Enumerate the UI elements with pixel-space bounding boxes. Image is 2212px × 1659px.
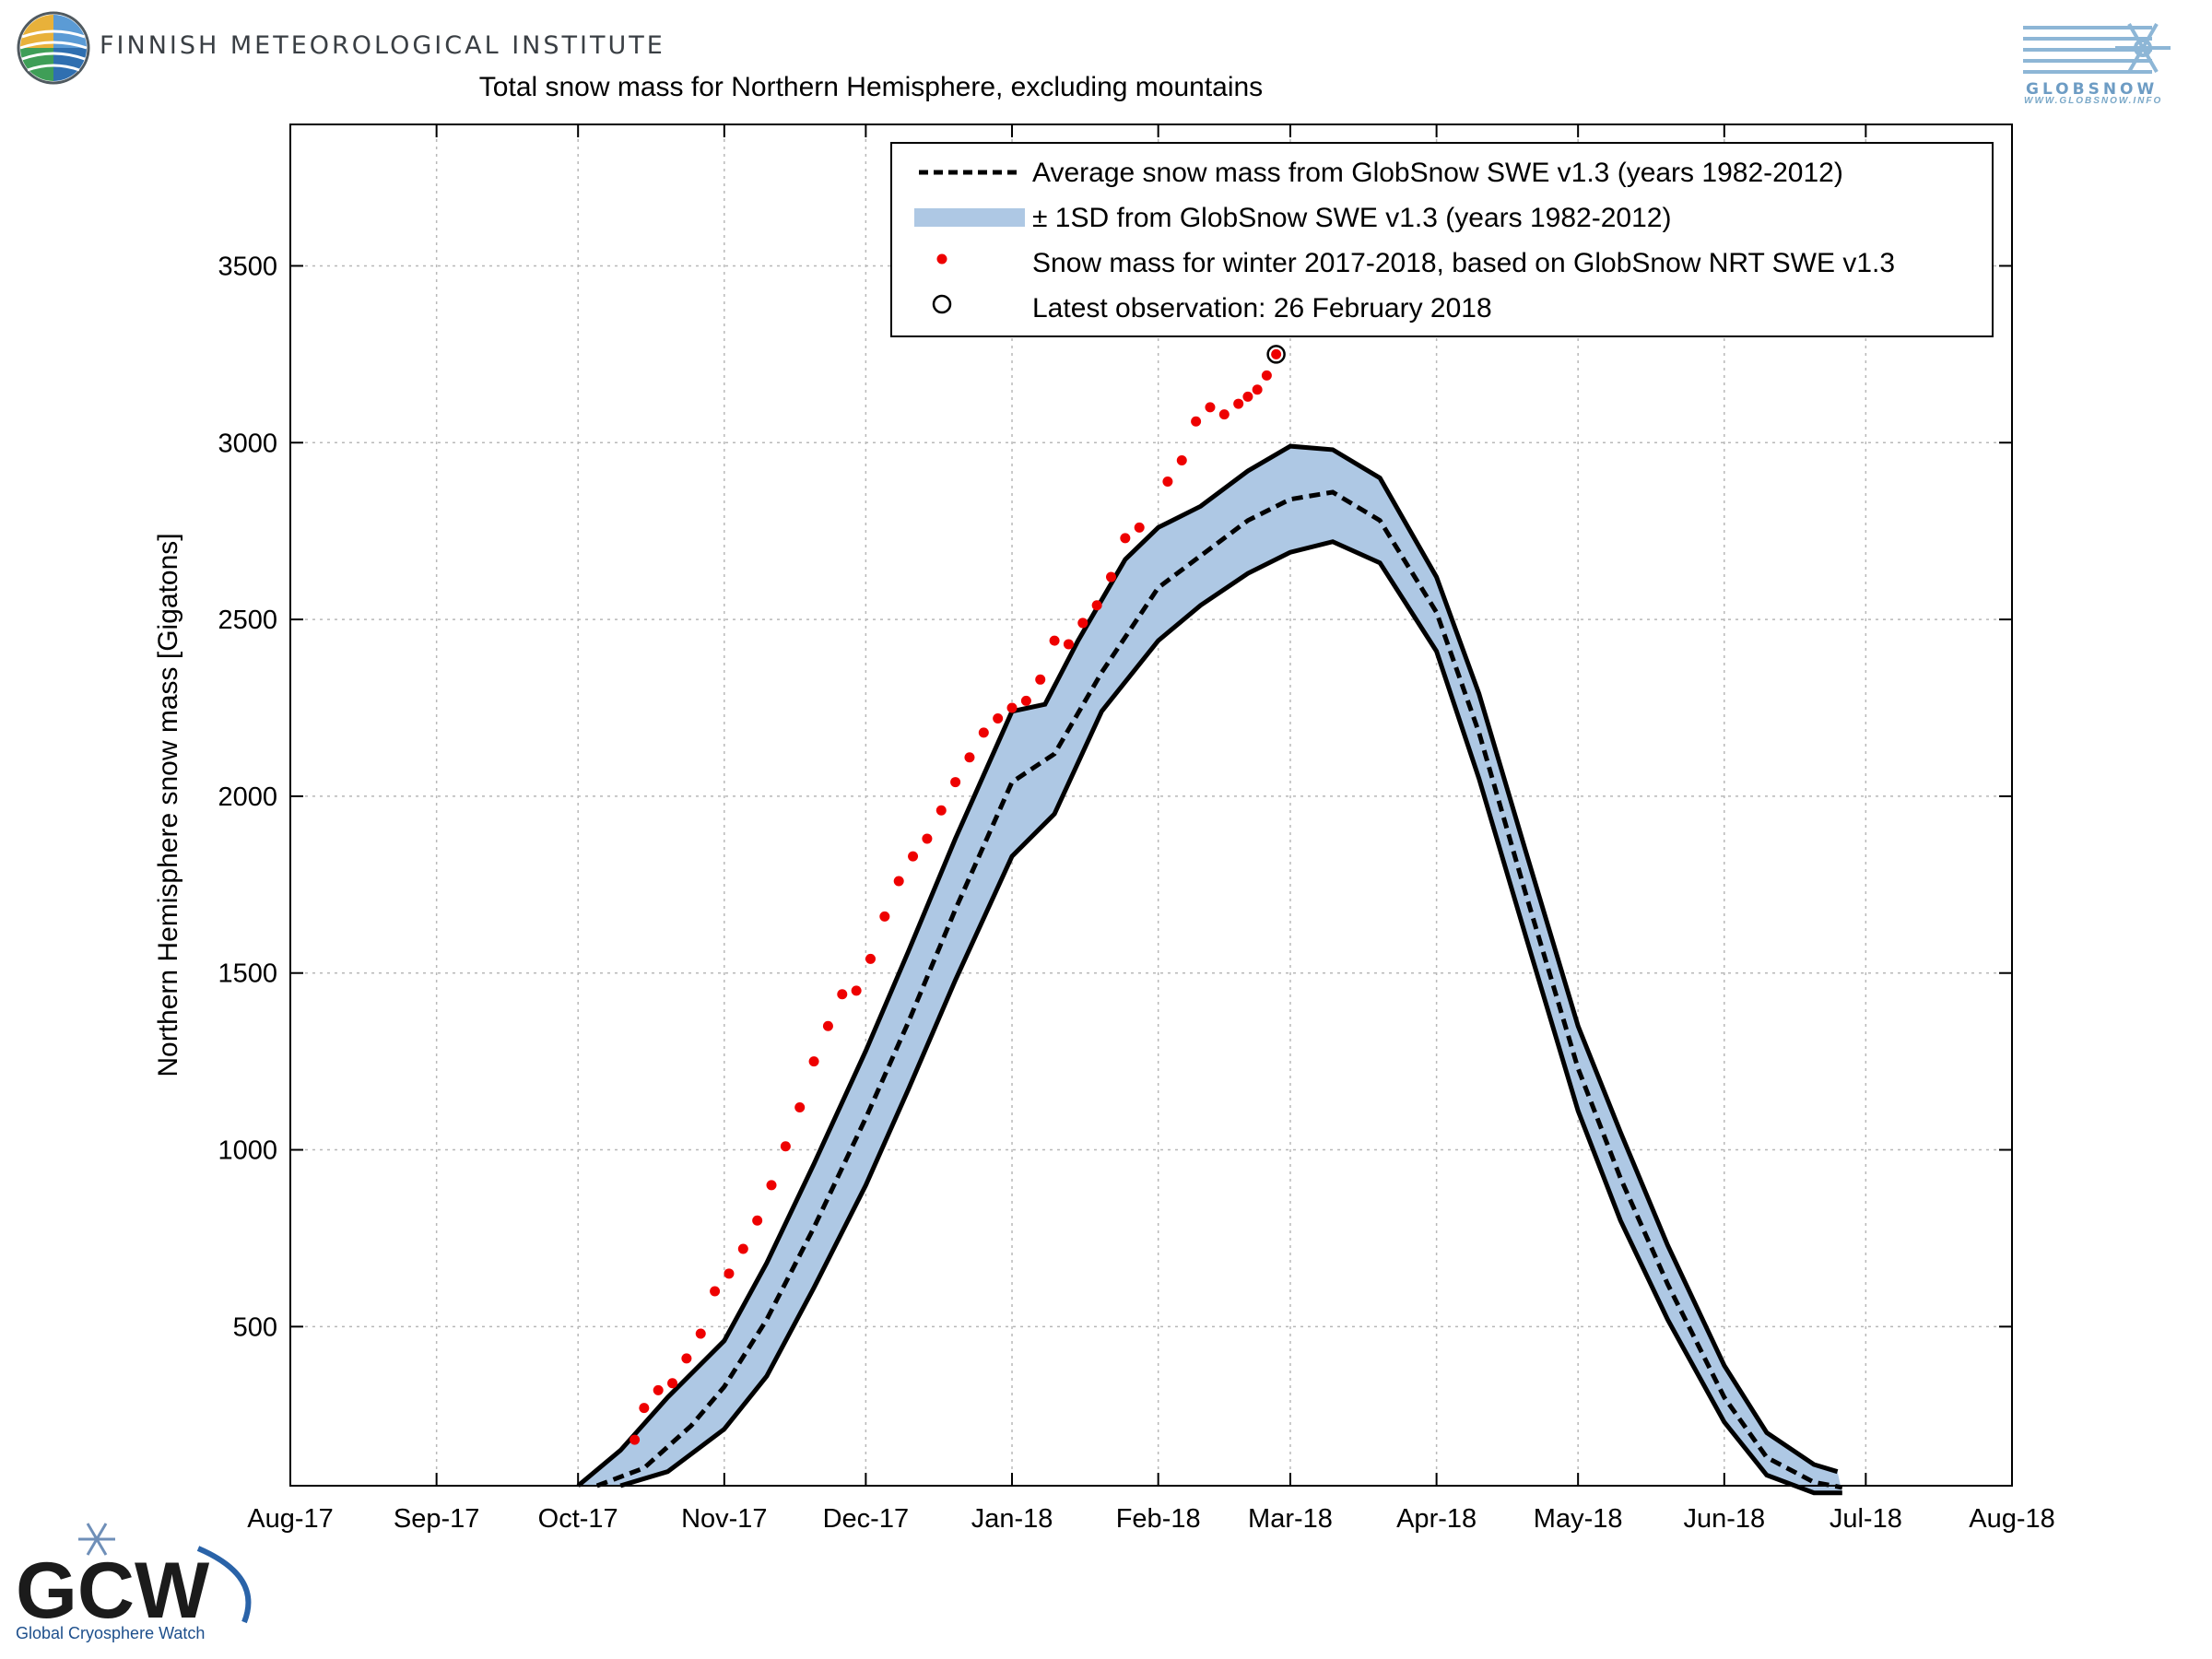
institute-name: FINNISH METEOROLOGICAL INSTITUTE — [100, 31, 665, 60]
obs-point — [1091, 600, 1102, 611]
x-tick-label: Dec-17 — [823, 1504, 910, 1534]
tick-labels: 500 1000 1500 2000 2500 3000 3500 Aug-17 Sep-17 O… — [218, 124, 2055, 1534]
obs-point — [724, 1268, 735, 1279]
legend-label: ± 1SD from GlobSnow SWE v1.3 (years 1982… — [1032, 203, 1671, 233]
obs-point — [1252, 384, 1263, 395]
obs-point — [1261, 370, 1272, 381]
legend-circle-swatch — [932, 294, 952, 314]
grid-lines — [289, 124, 2013, 1486]
obs-point — [1105, 571, 1116, 582]
observation-dots — [629, 345, 1286, 1445]
obs-point — [865, 953, 876, 964]
legend-dot-swatch — [936, 253, 947, 265]
obs-point — [950, 777, 961, 788]
legend-label: Snow mass for winter 2017-2018, based on… — [1032, 248, 1895, 278]
x-tick-label: Jul-18 — [1830, 1504, 1902, 1534]
lower-sd-line — [619, 539, 1842, 1496]
y-axis-label: Northern Hemisphere snow mass [Gigatons] — [153, 533, 183, 1077]
obs-point — [1233, 398, 1244, 409]
obs-point — [629, 1434, 641, 1445]
legend-label: Latest observation: 26 February 2018 — [1032, 293, 1492, 324]
obs-point — [879, 911, 890, 922]
obs-point — [1191, 416, 1202, 427]
obs-point — [993, 713, 1004, 724]
obs-point — [667, 1378, 678, 1389]
obs-point — [822, 1020, 833, 1031]
obs-point — [1063, 639, 1074, 650]
obs-point — [1049, 635, 1060, 646]
obs-point — [752, 1215, 763, 1226]
obs-point — [710, 1286, 721, 1297]
obs-point — [1176, 454, 1187, 465]
obs-point — [695, 1328, 706, 1339]
obs-point — [780, 1141, 791, 1152]
obs-point — [737, 1243, 748, 1254]
obs-point — [653, 1384, 664, 1395]
y-tick-label: 500 — [233, 1312, 277, 1342]
y-tick-label: 2500 — [218, 606, 277, 635]
latest-observation-marker — [1266, 345, 1286, 364]
x-tick-label: Aug-18 — [1969, 1504, 2055, 1534]
y-tick-label: 1500 — [218, 959, 277, 989]
obs-point — [639, 1403, 650, 1414]
gcw-name: Global Cryosphere Watch — [16, 1624, 206, 1642]
obs-point — [766, 1180, 777, 1191]
obs-point — [908, 851, 919, 862]
obs-point — [1205, 402, 1216, 413]
obs-point — [1035, 674, 1046, 685]
obs-point — [893, 876, 904, 887]
x-tick-label: Aug-17 — [247, 1504, 334, 1534]
obs-point — [681, 1353, 692, 1364]
legend: Average snow mass from GlobSnow SWE v1.3… — [890, 142, 1994, 337]
x-tick-label: Jan-18 — [971, 1504, 1053, 1534]
obs-point — [1271, 348, 1282, 359]
obs-point — [808, 1056, 819, 1067]
y-tick-label: 3500 — [218, 252, 277, 281]
y-tick-label: 1000 — [218, 1136, 277, 1166]
obs-point — [794, 1102, 806, 1113]
globsnow-logo: GLOBSNOW — [2023, 23, 2171, 99]
mean-line — [595, 489, 1843, 1490]
x-tick-label: Sep-17 — [394, 1504, 480, 1534]
x-tick-label: May-18 — [1534, 1504, 1623, 1534]
x-tick-label: Feb-18 — [1116, 1504, 1201, 1534]
obs-point — [1134, 522, 1145, 533]
x-tick-label: Mar-18 — [1248, 1504, 1333, 1534]
y-tick-label: 2000 — [218, 782, 277, 812]
x-tick-label: Nov-17 — [681, 1504, 768, 1534]
obs-point — [837, 989, 848, 1000]
x-tick-label: Jun-18 — [1683, 1504, 1765, 1534]
obs-point — [978, 727, 989, 738]
obs-point — [1218, 409, 1230, 420]
legend-band-swatch — [914, 208, 1025, 227]
svg-text:GLOBSNOW: GLOBSNOW — [2026, 80, 2158, 99]
sd-band — [578, 446, 1842, 1493]
chart-title: Total snow mass for Northern Hemisphere,… — [478, 72, 1264, 102]
globsnow-url: WWW.GLOBSNOW.INFO — [2024, 96, 2163, 106]
obs-point — [1162, 476, 1173, 487]
obs-point — [1242, 391, 1253, 402]
obs-point — [1077, 618, 1088, 629]
legend-label: Average snow mass from GlobSnow SWE v1.3… — [1032, 158, 1843, 188]
plot-frame — [289, 124, 2013, 1487]
gcw-logo: GCW — [16, 1523, 252, 1635]
y-tick-label: 3000 — [218, 429, 277, 458]
fmi-logo — [17, 11, 90, 85]
upper-sd-line — [576, 443, 1839, 1488]
svg-text:GCW: GCW — [16, 1547, 210, 1635]
obs-point — [964, 752, 975, 763]
obs-point — [935, 805, 947, 816]
obs-point — [851, 985, 862, 996]
obs-point — [1020, 695, 1031, 706]
obs-point — [1120, 533, 1131, 544]
obs-point — [1006, 702, 1018, 713]
obs-point — [922, 833, 933, 844]
x-tick-label: Oct-17 — [538, 1504, 618, 1534]
x-tick-label: Apr-18 — [1396, 1504, 1477, 1534]
legend-box — [890, 142, 1994, 337]
